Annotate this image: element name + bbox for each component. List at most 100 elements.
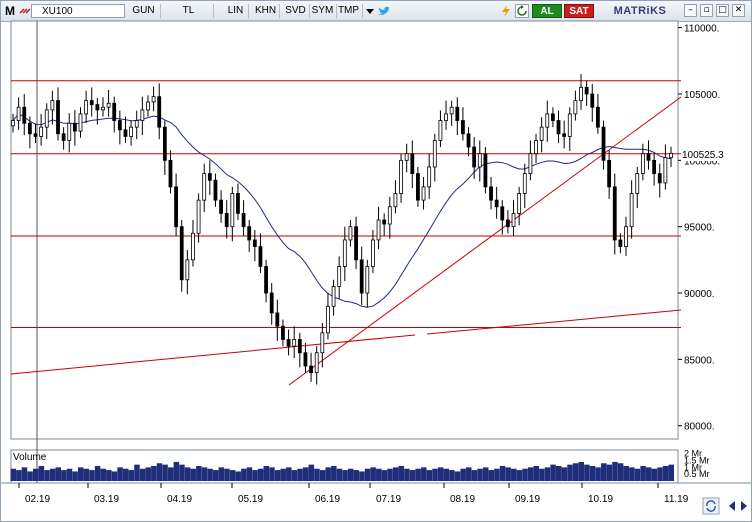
volume-bar bbox=[280, 468, 286, 481]
volume-bar bbox=[49, 468, 56, 481]
link-icon[interactable] bbox=[18, 4, 32, 18]
price-axis: 110000. 105000. 100000. 95000. 90000. 85000. 8… bbox=[678, 24, 720, 433]
candle-body bbox=[50, 100, 55, 111]
candle-body bbox=[410, 153, 415, 175]
candle-body bbox=[179, 226, 184, 281]
candle-body bbox=[545, 113, 550, 128]
candle-body bbox=[354, 226, 358, 261]
volume-bar bbox=[364, 468, 371, 481]
volume-bar bbox=[134, 464, 140, 481]
volume-bar bbox=[27, 471, 33, 481]
candle-body bbox=[117, 120, 122, 131]
symbol-input[interactable]: XU100 bbox=[31, 4, 125, 18]
volume-bar bbox=[477, 468, 483, 481]
currency-button[interactable]: TL bbox=[164, 4, 214, 18]
volume-bar bbox=[162, 464, 168, 481]
volume-bar bbox=[100, 468, 106, 481]
volume-bar bbox=[482, 467, 489, 481]
twitter-icon[interactable] bbox=[377, 4, 391, 18]
volume-bar bbox=[387, 468, 393, 481]
candle-body bbox=[595, 106, 600, 128]
volume-bar bbox=[314, 468, 320, 481]
volume-bar bbox=[471, 470, 478, 481]
candle-body bbox=[528, 153, 533, 175]
volume-bar bbox=[539, 468, 545, 481]
buy-button[interactable]: AL bbox=[532, 4, 562, 18]
volume-bar bbox=[646, 467, 652, 481]
candle-body bbox=[607, 159, 612, 188]
candle-body bbox=[517, 193, 522, 214]
sync-icon[interactable] bbox=[702, 497, 720, 515]
candle-body bbox=[236, 193, 240, 214]
volume-bar bbox=[398, 466, 405, 481]
menu-m-button[interactable]: M bbox=[5, 4, 15, 18]
candle-body bbox=[11, 120, 15, 127]
candle-body bbox=[140, 109, 145, 121]
candle-body bbox=[573, 100, 578, 115]
candle-body bbox=[151, 96, 156, 103]
volume-bar bbox=[488, 470, 495, 481]
candle-body bbox=[286, 339, 291, 347]
volume-bar bbox=[353, 470, 360, 481]
price-tick-label: 110000. bbox=[684, 24, 719, 35]
candle-body bbox=[359, 259, 364, 294]
volume-bar bbox=[16, 470, 22, 481]
date-tick-label: 05.19 bbox=[238, 494, 263, 505]
volume-bar bbox=[466, 467, 472, 481]
volume-bar bbox=[516, 470, 523, 481]
candle-body bbox=[241, 213, 246, 228]
maximize-icon[interactable]: □ bbox=[716, 4, 729, 17]
svd-button[interactable]: SVD bbox=[282, 4, 310, 18]
candle-body bbox=[134, 120, 139, 128]
sym-button[interactable]: SYM bbox=[309, 4, 337, 18]
tmp-button[interactable]: TMP bbox=[335, 4, 363, 18]
volume-bar bbox=[550, 464, 556, 481]
scroll-left-icon[interactable] bbox=[729, 501, 735, 511]
volume-bar bbox=[370, 467, 376, 481]
candle-body bbox=[494, 199, 499, 208]
candle-body bbox=[371, 239, 375, 267]
candle-body bbox=[207, 173, 212, 181]
dropdown-arrow-icon[interactable] bbox=[364, 4, 376, 18]
volume-bar bbox=[595, 467, 601, 481]
price-tick-label: 95000. bbox=[684, 223, 715, 234]
candle-body bbox=[303, 352, 308, 367]
volume-bar bbox=[342, 470, 348, 481]
khn-button[interactable]: KHN bbox=[252, 4, 280, 18]
sell-button[interactable]: SAT bbox=[564, 4, 594, 18]
candle-body bbox=[427, 166, 432, 188]
volume-bar bbox=[376, 468, 382, 481]
close-icon[interactable]: ✕ bbox=[732, 4, 745, 17]
volume-bar bbox=[544, 467, 551, 481]
candle-body bbox=[618, 239, 623, 247]
lightning-icon[interactable] bbox=[499, 4, 513, 18]
date-tick-label: 03.19 bbox=[94, 494, 119, 505]
period-button[interactable]: GUN bbox=[127, 4, 161, 18]
candle-body bbox=[438, 120, 443, 141]
candle-body bbox=[624, 226, 628, 247]
candle-body bbox=[252, 239, 257, 247]
volume-bar bbox=[460, 468, 466, 481]
candle-body bbox=[185, 259, 190, 281]
refresh-icon[interactable] bbox=[515, 4, 529, 18]
restore-icon[interactable]: ▫ bbox=[700, 4, 713, 17]
minimize-icon[interactable]: – bbox=[684, 4, 697, 17]
scroll-right-icon[interactable] bbox=[741, 501, 747, 511]
scale-button[interactable]: LIN bbox=[223, 4, 249, 18]
candle-body bbox=[472, 146, 477, 168]
candle-body bbox=[95, 104, 100, 111]
candle-body bbox=[506, 219, 510, 228]
volume-bar bbox=[173, 461, 180, 481]
volume-bar bbox=[55, 467, 61, 481]
volume-bar bbox=[302, 467, 309, 481]
candle-body bbox=[455, 106, 460, 121]
candle-body bbox=[635, 173, 640, 194]
candle-body bbox=[174, 186, 178, 228]
long-trend-line-left bbox=[10, 334, 416, 375]
volume-bar bbox=[94, 466, 101, 481]
volume-bar bbox=[224, 468, 230, 481]
last-value-box bbox=[681, 148, 739, 161]
candle-body bbox=[27, 122, 32, 135]
date-tick-label: 06.19 bbox=[315, 494, 340, 505]
